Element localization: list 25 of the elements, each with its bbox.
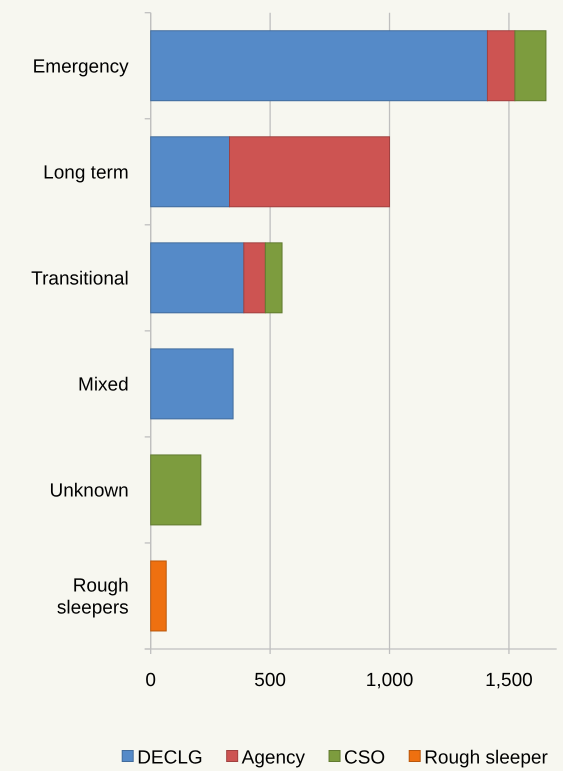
legend-label: CSO (344, 748, 386, 769)
y-tick-label: Emergency (32, 56, 130, 78)
bar (150, 348, 234, 420)
bar (264, 242, 283, 314)
x-tick-label: 1,500 (485, 670, 533, 691)
y-tick-label: Transitional (31, 268, 129, 290)
legend-label: DECLG (137, 748, 203, 769)
bar (243, 242, 266, 314)
bar (150, 242, 244, 314)
x-tick-label: 0 (145, 670, 156, 691)
x-tick-label: 1,000 (366, 670, 414, 691)
x-tick-label: 500 (254, 670, 286, 691)
bar (486, 30, 516, 102)
bar (150, 136, 230, 208)
y-tick-label: Long term (43, 162, 129, 184)
bar (514, 30, 546, 102)
bar (150, 30, 488, 102)
legend-label: Rough sleeper (424, 748, 548, 769)
legend-label: Agency (242, 748, 306, 769)
bar (150, 560, 167, 632)
bar (150, 454, 202, 526)
bar (229, 136, 390, 208)
y-tick-label: Rough sleepers (56, 576, 129, 619)
y-tick-label: Unknown (49, 480, 129, 502)
y-tick-label: Mixed (78, 374, 129, 396)
